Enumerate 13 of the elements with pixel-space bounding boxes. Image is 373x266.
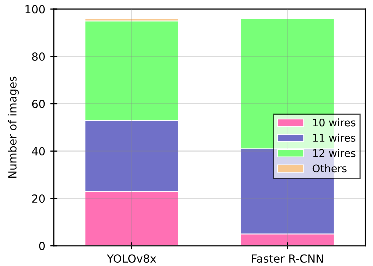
y-tick-label: 100	[26, 5, 46, 14]
x-tick-label: Faster R-CNN	[252, 254, 324, 263]
y-axis-title: Number of images	[8, 76, 19, 178]
y-tick-label: 80	[32, 52, 46, 62]
x-tick-label: YOLOv8x	[107, 254, 156, 263]
legend-label: Others	[312, 164, 347, 173]
legend-label: 12 wires	[313, 149, 356, 158]
y-tick-label: 60	[32, 100, 46, 108]
legend-label: 11 wires	[313, 134, 356, 142]
y-tick-label: 0	[39, 242, 46, 250]
legend-label: 10 wires	[313, 118, 356, 127]
y-tick-label: 40	[32, 147, 46, 156]
y-tick-label: 20	[32, 194, 46, 204]
